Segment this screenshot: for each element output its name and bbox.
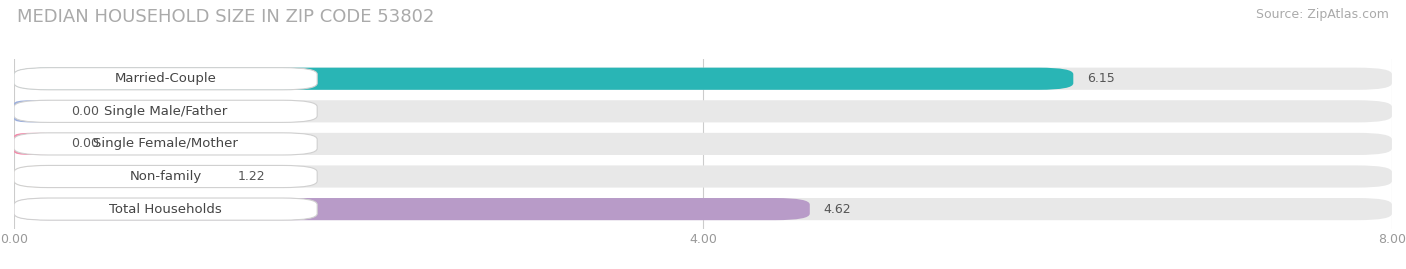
FancyBboxPatch shape xyxy=(14,100,318,122)
FancyBboxPatch shape xyxy=(14,165,224,187)
FancyBboxPatch shape xyxy=(14,165,318,187)
FancyBboxPatch shape xyxy=(14,100,58,122)
Text: Married-Couple: Married-Couple xyxy=(115,72,217,85)
FancyBboxPatch shape xyxy=(14,198,318,220)
Text: 1.22: 1.22 xyxy=(238,170,266,183)
Text: 0.00: 0.00 xyxy=(70,105,98,118)
FancyBboxPatch shape xyxy=(14,100,1392,122)
FancyBboxPatch shape xyxy=(14,68,1392,90)
FancyBboxPatch shape xyxy=(14,68,1073,90)
FancyBboxPatch shape xyxy=(14,68,318,90)
Text: Total Households: Total Households xyxy=(110,203,222,215)
FancyBboxPatch shape xyxy=(14,133,1392,155)
Text: Single Male/Father: Single Male/Father xyxy=(104,105,228,118)
Text: 4.62: 4.62 xyxy=(824,203,851,215)
FancyBboxPatch shape xyxy=(14,165,1392,187)
FancyBboxPatch shape xyxy=(14,198,810,220)
FancyBboxPatch shape xyxy=(14,133,58,155)
Text: Source: ZipAtlas.com: Source: ZipAtlas.com xyxy=(1256,8,1389,21)
Text: Non-family: Non-family xyxy=(129,170,201,183)
FancyBboxPatch shape xyxy=(14,133,318,155)
Text: Single Female/Mother: Single Female/Mother xyxy=(93,137,238,150)
FancyBboxPatch shape xyxy=(14,198,1392,220)
Text: 6.15: 6.15 xyxy=(1087,72,1115,85)
Text: MEDIAN HOUSEHOLD SIZE IN ZIP CODE 53802: MEDIAN HOUSEHOLD SIZE IN ZIP CODE 53802 xyxy=(17,8,434,26)
Text: 0.00: 0.00 xyxy=(70,137,98,150)
